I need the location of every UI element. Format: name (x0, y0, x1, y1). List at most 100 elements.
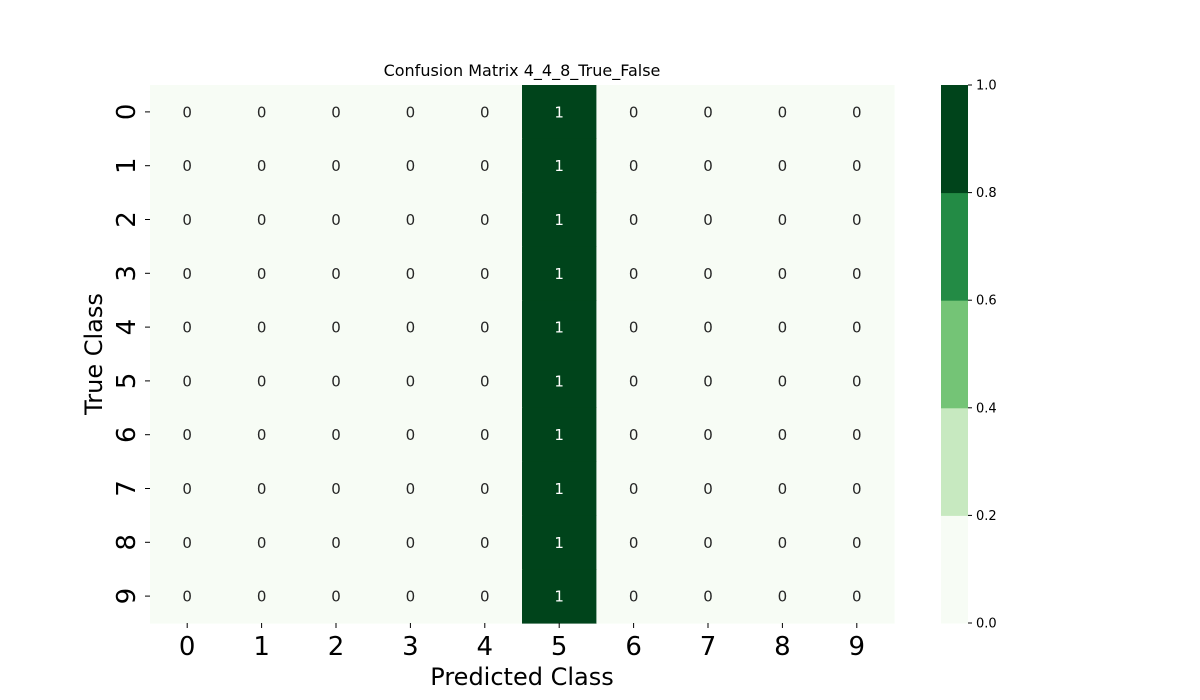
heatmap-cell (670, 138, 746, 194)
heatmap-cell (596, 192, 672, 247)
cell-value-label: 0 (778, 157, 788, 175)
cell-value-label: 0 (331, 588, 341, 606)
heatmap-cell (298, 300, 374, 355)
cell-value-label: 0 (406, 534, 416, 552)
cell-value-label: 0 (703, 534, 713, 552)
cell-value-label: 0 (629, 103, 639, 121)
heatmap-cell (522, 354, 597, 409)
heatmap-cell (150, 300, 225, 355)
cell-value-label: 0 (331, 211, 341, 229)
cell-value-label: 0 (182, 534, 192, 552)
x-tick-label: 7 (700, 632, 717, 662)
cell-value-label: 0 (852, 534, 862, 552)
cell-value-label: 0 (406, 103, 416, 121)
cell-value-label: 0 (852, 319, 862, 337)
colorbar-tick-label: 0.0 (976, 617, 997, 632)
heatmap-cell (150, 138, 225, 194)
heatmap-cell (670, 300, 746, 355)
heatmap-cell (373, 407, 449, 463)
heatmap-cell (819, 407, 895, 463)
heatmap-cell (224, 515, 300, 570)
heatmap-cell (224, 569, 300, 624)
cell-value-label: 0 (182, 319, 192, 337)
heatmap-cell (745, 407, 821, 463)
heatmap-cell (522, 569, 597, 624)
cell-value-label: 0 (406, 480, 416, 498)
y-tick-label: 9 (112, 588, 142, 605)
cell-value-label: 0 (331, 157, 341, 175)
heatmap-cell (745, 300, 821, 355)
heatmap-cell (150, 515, 225, 570)
heatmap-cell (819, 192, 895, 247)
cell-value-label: 0 (182, 157, 192, 175)
cell-value-label: 0 (182, 265, 192, 283)
cell-value-label: 0 (703, 157, 713, 175)
y-tick-label: 6 (112, 426, 142, 443)
heatmap-cell (447, 300, 523, 355)
heatmap-cell (373, 246, 449, 301)
heatmap-cell (447, 138, 523, 194)
cell-value-label: 0 (852, 265, 862, 283)
cell-value-label: 0 (257, 534, 267, 552)
heatmap-cell (373, 461, 449, 516)
y-tick-label: 7 (112, 480, 142, 497)
heatmap-cell (522, 246, 597, 301)
cell-value-label: 0 (480, 319, 490, 337)
heatmap-cell (596, 138, 672, 194)
cell-value-label: 1 (554, 480, 564, 498)
x-tick-label: 0 (179, 632, 196, 662)
x-axis-ticks: 0 1 2 3 4 5 6 7 8 9 (179, 623, 865, 662)
cell-value-label: 0 (629, 372, 639, 390)
heatmap-cell (373, 569, 449, 624)
y-tick-label: 0 (112, 104, 142, 121)
cell-value-label: 0 (480, 157, 490, 175)
heatmap-cell (298, 85, 374, 140)
heatmap-cell (819, 515, 895, 570)
heatmap-cell (447, 192, 523, 247)
colorbar-ticks: 0.0 0.2 0.4 0.6 0.8 1.0 (968, 79, 997, 632)
cell-value-label: 0 (257, 211, 267, 229)
heatmap-cell (150, 246, 225, 301)
heatmap-cell (224, 407, 300, 463)
cell-value-label: 0 (778, 319, 788, 337)
x-tick-label: 1 (253, 632, 270, 662)
cell-value-label: 0 (182, 103, 192, 121)
cell-value-label: 0 (778, 211, 788, 229)
heatmap-cell (150, 192, 225, 247)
cell-value-label: 0 (852, 103, 862, 121)
heatmap-cell (447, 515, 523, 570)
x-tick-label: 5 (551, 632, 568, 662)
heatmap-cell (447, 85, 523, 140)
y-tick-label: 8 (112, 534, 142, 551)
cell-value-label: 0 (480, 588, 490, 606)
cell-value-label: 0 (703, 426, 713, 444)
cell-value-label: 0 (406, 588, 416, 606)
cell-value-label: 1 (554, 534, 564, 552)
x-tick-label: 2 (328, 632, 345, 662)
cell-value-label: 1 (554, 319, 564, 337)
y-tick-label: 3 (112, 265, 142, 282)
heatmap-cell (745, 354, 821, 409)
heatmap-cell (745, 569, 821, 624)
cell-value-label: 0 (406, 426, 416, 444)
heatmap-cell (596, 407, 672, 463)
heatmap-cell (298, 246, 374, 301)
heatmap-cell (819, 300, 895, 355)
heatmap-cell (224, 300, 300, 355)
x-tick-label: 6 (625, 632, 642, 662)
cell-annotations: 0 0 0 0 0 1 0 0 0 0 0 0 0 0 0 1 0 0 0 0 0 0 0 0 0 1 0 0 0 0 0 0 0 0 0 1 0 0 0 0… (182, 103, 861, 605)
heatmap-cell (819, 138, 895, 194)
cell-value-label: 1 (554, 103, 564, 121)
heatmap-cell (447, 461, 523, 516)
heatmap-cell (596, 515, 672, 570)
heatmap-cell (522, 461, 597, 516)
cell-value-label: 0 (257, 372, 267, 390)
cell-value-label: 0 (331, 534, 341, 552)
heatmap-cell (447, 354, 523, 409)
heatmap-cell (224, 246, 300, 301)
cell-value-label: 0 (406, 372, 416, 390)
cell-value-label: 0 (331, 319, 341, 337)
heatmap-cell (745, 461, 821, 516)
cell-value-label: 0 (778, 426, 788, 444)
cell-value-label: 0 (182, 588, 192, 606)
